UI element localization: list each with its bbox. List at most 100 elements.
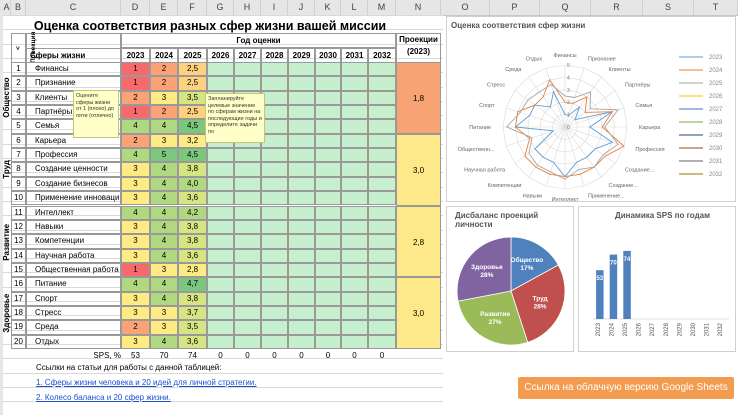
empty-score-cell[interactable] — [261, 305, 288, 321]
score-cell[interactable]: 3,5 — [178, 320, 207, 335]
empty-score-cell[interactable] — [207, 234, 234, 249]
empty-score-cell[interactable] — [315, 105, 341, 120]
score-cell[interactable]: 3,5 — [178, 90, 207, 106]
column-header-f[interactable]: F — [178, 0, 207, 15]
row-number[interactable]: 7 — [11, 148, 26, 163]
sps-value[interactable]: 0 — [325, 351, 331, 360]
empty-score-cell[interactable] — [261, 219, 288, 235]
empty-score-cell[interactable] — [368, 248, 396, 263]
score-cell[interactable]: 3 — [150, 90, 178, 106]
column-header-r[interactable]: R — [591, 0, 643, 15]
score-cell[interactable]: 4 — [150, 291, 178, 306]
empty-score-cell[interactable] — [261, 248, 288, 263]
score-cell[interactable]: 1 — [121, 76, 150, 91]
empty-score-cell[interactable] — [234, 262, 261, 278]
column-header-q[interactable]: Q — [540, 0, 591, 15]
row-number[interactable]: 8 — [11, 162, 26, 177]
empty-score-cell[interactable] — [234, 205, 261, 220]
row-number[interactable]: 4 — [11, 105, 26, 120]
score-cell[interactable]: 2 — [150, 105, 178, 120]
empty-score-cell[interactable] — [368, 133, 396, 149]
empty-score-cell[interactable] — [315, 76, 341, 91]
article-link-1[interactable]: 1. Сферы жизни человека и 20 идей для ли… — [36, 378, 257, 387]
empty-score-cell[interactable] — [261, 90, 288, 106]
empty-score-cell[interactable] — [261, 148, 288, 163]
empty-score-cell[interactable] — [261, 262, 288, 278]
pie-slice-3[interactable] — [457, 290, 529, 346]
empty-score-cell[interactable] — [207, 291, 234, 306]
sphere-name[interactable]: Научная работа — [26, 248, 121, 263]
empty-score-cell[interactable] — [207, 277, 234, 292]
projection-header[interactable]: Проекции (2023) — [396, 33, 441, 63]
empty-score-cell[interactable] — [234, 334, 261, 349]
empty-score-cell[interactable] — [315, 262, 341, 278]
row-number[interactable]: 10 — [11, 191, 26, 206]
empty-score-cell[interactable] — [341, 234, 368, 249]
column-header-p[interactable]: P — [490, 0, 540, 15]
sphere-name[interactable]: Создание бизнесов — [26, 176, 121, 192]
column-header-d[interactable]: D — [121, 0, 150, 15]
row-number[interactable]: 19 — [11, 320, 26, 335]
empty-score-cell[interactable] — [261, 291, 288, 306]
row-number[interactable]: 20 — [11, 334, 26, 349]
empty-score-cell[interactable] — [288, 248, 315, 263]
empty-score-cell[interactable] — [341, 119, 368, 134]
year-2023[interactable]: 2023 — [121, 48, 150, 63]
score-cell[interactable]: 2 — [121, 320, 150, 335]
sphere-name[interactable]: Финансы — [26, 62, 121, 77]
pie-slice-4[interactable] — [456, 236, 512, 302]
empty-score-cell[interactable] — [315, 320, 341, 335]
score-cell[interactable]: 2,5 — [178, 76, 207, 91]
score-cell[interactable]: 3 — [121, 219, 150, 235]
score-cell[interactable]: 4 — [150, 219, 178, 235]
empty-score-cell[interactable] — [207, 205, 234, 220]
sphere-name[interactable]: Среда — [26, 320, 121, 335]
empty-score-cell[interactable] — [288, 62, 315, 77]
empty-score-cell[interactable] — [207, 62, 234, 77]
group-projection[interactable]: 1,8 — [396, 62, 441, 134]
row-number[interactable]: 16 — [11, 277, 26, 292]
year-2032[interactable]: 2032 — [368, 48, 396, 63]
score-cell[interactable]: 3 — [150, 262, 178, 278]
row-number[interactable]: 1 — [11, 62, 26, 77]
score-cell[interactable]: 4 — [150, 119, 178, 134]
empty-score-cell[interactable] — [234, 176, 261, 192]
column-header-c[interactable]: C — [26, 0, 121, 15]
empty-score-cell[interactable] — [315, 191, 341, 206]
score-cell[interactable]: 3 — [121, 291, 150, 306]
empty-score-cell[interactable] — [341, 334, 368, 349]
article-link-2[interactable]: 2. Колесо баланса и 20 сфер жизни. — [36, 393, 171, 402]
group-projection[interactable]: 3,0 — [396, 277, 441, 349]
score-cell[interactable]: 3,8 — [178, 162, 207, 177]
empty-score-cell[interactable] — [261, 234, 288, 249]
score-cell[interactable]: 3,6 — [178, 191, 207, 206]
column-header-k[interactable]: K — [315, 0, 341, 15]
score-cell[interactable]: 4 — [150, 248, 178, 263]
empty-score-cell[interactable] — [234, 277, 261, 292]
empty-score-cell[interactable] — [368, 277, 396, 292]
score-cell[interactable]: 4 — [150, 205, 178, 220]
empty-score-cell[interactable] — [368, 205, 396, 220]
sphere-name[interactable]: Применение инноваций — [26, 191, 121, 206]
sphere-name[interactable]: Навыки — [26, 219, 121, 235]
sps-value[interactable]: 70 — [159, 351, 169, 360]
group-projection[interactable]: 3,0 — [396, 133, 441, 206]
empty-score-cell[interactable] — [315, 162, 341, 177]
sphere-name[interactable]: Профессия — [26, 148, 121, 163]
empty-score-cell[interactable] — [288, 105, 315, 120]
empty-score-cell[interactable] — [207, 76, 234, 91]
score-cell[interactable]: 4 — [121, 119, 150, 134]
empty-score-cell[interactable] — [341, 248, 368, 263]
empty-score-cell[interactable] — [341, 148, 368, 163]
sps-value[interactable]: 0 — [299, 351, 304, 360]
empty-score-cell[interactable] — [341, 133, 368, 149]
column-header-m[interactable]: M — [368, 0, 396, 15]
score-cell[interactable]: 2,5 — [178, 105, 207, 120]
empty-score-cell[interactable] — [261, 334, 288, 349]
year-2024[interactable]: 2024 — [150, 48, 178, 63]
empty-score-cell[interactable] — [368, 320, 396, 335]
score-cell[interactable]: 4 — [121, 277, 150, 292]
empty-score-cell[interactable] — [207, 162, 234, 177]
row-number[interactable]: 17 — [11, 291, 26, 306]
empty-score-cell[interactable] — [261, 76, 288, 91]
